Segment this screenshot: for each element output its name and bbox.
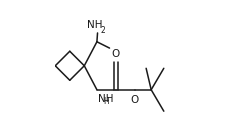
Text: H: H — [104, 97, 109, 106]
Text: NH: NH — [87, 20, 103, 30]
Text: O: O — [112, 49, 120, 59]
Text: 2: 2 — [100, 26, 105, 35]
Text: NH: NH — [98, 94, 113, 104]
Text: O: O — [131, 95, 139, 105]
